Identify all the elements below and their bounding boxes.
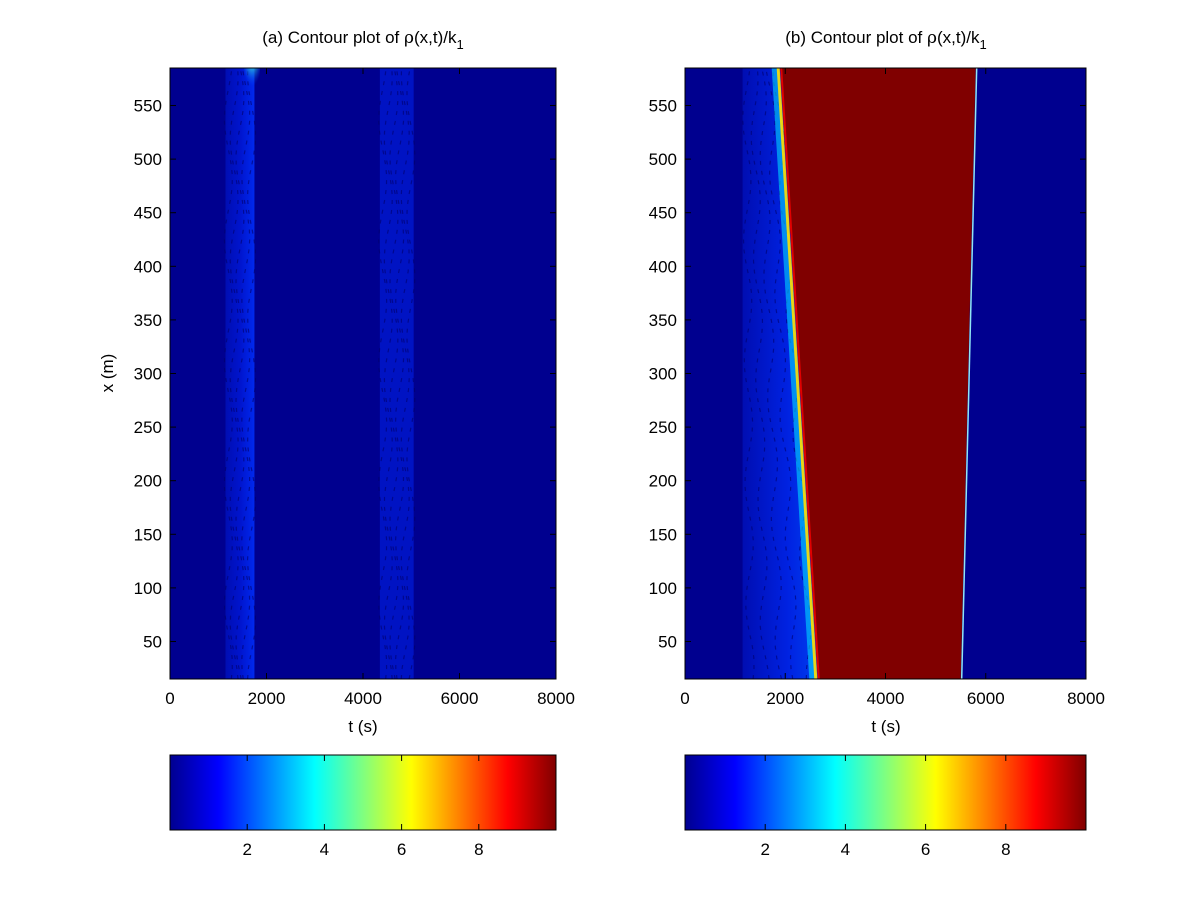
panel-a-wave-1 bbox=[225, 68, 255, 679]
y-tick-label: 150 bbox=[134, 525, 162, 544]
colorbar-tick-label: 4 bbox=[841, 840, 850, 859]
ridge-line bbox=[750, 68, 770, 679]
panel-a-heatmap bbox=[170, 68, 556, 679]
y-tick-label: 550 bbox=[649, 97, 677, 116]
x-tick-label: 6000 bbox=[967, 689, 1005, 708]
colorbar-tick-label: 8 bbox=[1001, 840, 1010, 859]
panel-b-upstream-front-edge bbox=[776, 68, 818, 679]
ridge-line bbox=[378, 68, 388, 679]
y-tick-label: 250 bbox=[649, 418, 677, 437]
x-tick-label: 8000 bbox=[1067, 689, 1105, 708]
y-tick-label: 350 bbox=[134, 311, 162, 330]
ridge-line bbox=[400, 68, 410, 679]
y-tick-label: 300 bbox=[649, 365, 677, 384]
y-tick-label: 50 bbox=[143, 632, 162, 651]
panel-b-upstream-front-glow bbox=[771, 68, 817, 679]
y-tick-label: 450 bbox=[134, 204, 162, 223]
ridge-line bbox=[772, 68, 812, 679]
panel-a-hotspot bbox=[244, 68, 261, 99]
x-tick-label: 2000 bbox=[248, 689, 286, 708]
y-tick-label: 150 bbox=[649, 525, 677, 544]
ridge-line bbox=[406, 68, 416, 679]
panel-a-x-ticks: 0 2000 4000 6000 8000 bbox=[165, 68, 575, 708]
panel-b-title: (b) Contour plot of ρ(x,t)/k1 bbox=[785, 28, 986, 52]
y-tick-label: 300 bbox=[134, 365, 162, 384]
colorbar-tick-label: 2 bbox=[242, 840, 251, 859]
ridge-line bbox=[246, 68, 257, 679]
panel-b-downstream-front-edge bbox=[960, 68, 978, 679]
ridge-line bbox=[742, 68, 755, 679]
panel-a: (a) Contour plot of ρ(x,t)/k1 0 2000 4000 6… bbox=[98, 28, 575, 859]
x-tick-label: 8000 bbox=[537, 689, 575, 708]
ridge-line bbox=[235, 68, 245, 679]
panel-a-colorbar bbox=[169, 754, 557, 831]
x-tick-label: 4000 bbox=[867, 689, 905, 708]
colorbar-tick-label: 2 bbox=[760, 840, 769, 859]
panel-a-colorbar-ticks: 2 4 6 8 bbox=[242, 755, 484, 859]
y-tick-label: 200 bbox=[649, 472, 677, 491]
x-tick-label: 6000 bbox=[441, 689, 479, 708]
panel-a-xlabel: t (s) bbox=[348, 717, 377, 736]
ridge-line bbox=[389, 68, 399, 679]
y-tick-label: 450 bbox=[649, 204, 677, 223]
ridge-line bbox=[223, 68, 234, 679]
panel-b-precursor-band bbox=[742, 68, 818, 679]
y-tick-label: 350 bbox=[649, 311, 677, 330]
panel-a-wave-1-ridges bbox=[223, 68, 257, 679]
y-tick-label: 500 bbox=[649, 150, 677, 169]
ridge-line bbox=[765, 68, 797, 679]
panel-b-precursor-ridges bbox=[742, 68, 812, 679]
panel-a-y-ticks: 50 100 150 200 250 300 350 400 450 500 550 bbox=[134, 97, 556, 651]
y-tick-label: 100 bbox=[649, 579, 677, 598]
x-tick-label: 2000 bbox=[766, 689, 804, 708]
panel-b-xlabel: t (s) bbox=[871, 717, 900, 736]
y-tick-label: 50 bbox=[658, 632, 677, 651]
colorbar-tick-label: 4 bbox=[320, 840, 329, 859]
panel-b-y-ticks: 50 100 150 200 250 300 350 400 450 500 550 bbox=[649, 97, 1086, 651]
panel-b-x-ticks: 0 2000 4000 6000 8000 bbox=[680, 68, 1105, 708]
y-tick-label: 250 bbox=[134, 418, 162, 437]
y-tick-label: 500 bbox=[134, 150, 162, 169]
ridge-line bbox=[759, 68, 783, 679]
y-tick-label: 400 bbox=[649, 257, 677, 276]
panel-a-wave-2 bbox=[379, 68, 414, 679]
x-tick-label: 0 bbox=[680, 689, 689, 708]
panel-b: (b) Contour plot of ρ(x,t)/k1 0 2000 4000 6… bbox=[649, 28, 1105, 859]
ridge-line bbox=[383, 68, 393, 679]
y-tick-label: 550 bbox=[134, 97, 162, 116]
colorbar-tick-label: 6 bbox=[921, 840, 930, 859]
y-tick-label: 400 bbox=[134, 257, 162, 276]
panel-b-upstream-front-red bbox=[780, 68, 820, 679]
panel-b-congestion-region bbox=[780, 68, 976, 679]
ridge-line bbox=[241, 68, 251, 679]
ridge-line bbox=[229, 68, 239, 679]
panel-a-wave-2-ridges bbox=[378, 68, 416, 679]
y-tick-label: 100 bbox=[134, 579, 162, 598]
panel-b-colorbar bbox=[684, 754, 1087, 831]
y-tick-label: 200 bbox=[134, 472, 162, 491]
panel-b-heatmap bbox=[685, 68, 1086, 679]
colorbar-tick-label: 8 bbox=[474, 840, 483, 859]
panel-b-colorbar-ticks: 2 4 6 8 bbox=[760, 755, 1011, 859]
colorbar-tick-label: 6 bbox=[397, 840, 406, 859]
x-tick-label: 0 bbox=[165, 689, 174, 708]
x-tick-label: 4000 bbox=[344, 689, 382, 708]
panel-a-ylabel: x (m) bbox=[98, 354, 117, 393]
panel-a-title: (a) Contour plot of ρ(x,t)/k1 bbox=[262, 28, 463, 52]
ridge-line bbox=[394, 68, 405, 679]
